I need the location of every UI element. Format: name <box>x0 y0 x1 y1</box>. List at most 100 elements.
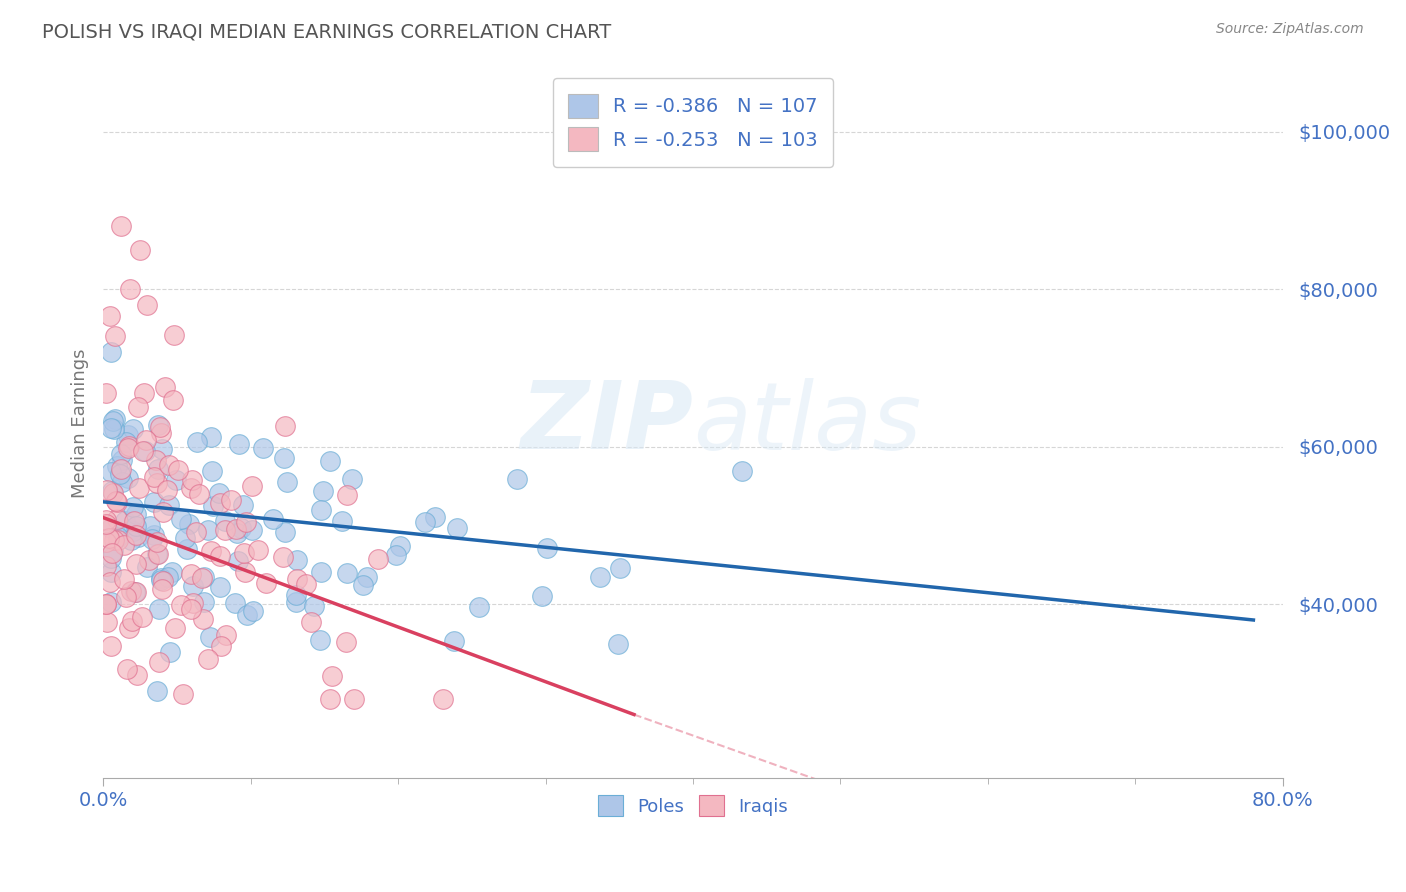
Point <box>103 422 125 436</box>
Point <box>242 604 264 618</box>
Point <box>162 393 184 408</box>
Point <box>136 560 159 574</box>
Point <box>115 590 138 604</box>
Point <box>127 530 149 544</box>
Point <box>284 595 307 609</box>
Text: Source: ZipAtlas.com: Source: ZipAtlas.com <box>1216 22 1364 37</box>
Point <box>167 463 190 477</box>
Point <box>103 533 125 548</box>
Point <box>214 514 236 528</box>
Point <box>101 544 124 558</box>
Point <box>319 453 342 467</box>
Point <box>131 609 153 624</box>
Point <box>107 530 129 544</box>
Point <box>94 597 117 611</box>
Point <box>330 514 353 528</box>
Point <box>191 571 214 585</box>
Point <box>124 528 146 542</box>
Point <box>219 493 242 508</box>
Point <box>385 548 408 562</box>
Point <box>100 575 122 590</box>
Point <box>343 691 366 706</box>
Point <box>157 570 180 584</box>
Point <box>114 435 136 450</box>
Point <box>94 516 117 531</box>
Point <box>163 622 186 636</box>
Point <box>224 596 246 610</box>
Point <box>107 533 129 547</box>
Point <box>356 570 378 584</box>
Point <box>180 566 202 581</box>
Point <box>111 452 134 467</box>
Point <box>312 483 335 498</box>
Point <box>149 420 172 434</box>
Text: ZIP: ZIP <box>520 377 693 469</box>
Point <box>214 627 236 641</box>
Point <box>125 557 148 571</box>
Point <box>443 634 465 648</box>
Point <box>162 328 184 343</box>
Point <box>273 549 295 564</box>
Point <box>225 522 247 536</box>
Point <box>285 552 308 566</box>
Point <box>117 662 139 676</box>
Point <box>129 243 152 257</box>
Point <box>309 503 332 517</box>
Point <box>506 472 529 486</box>
Point <box>94 535 117 549</box>
Point <box>96 483 118 498</box>
Point <box>100 551 122 566</box>
Point <box>127 668 149 682</box>
Point <box>100 566 122 580</box>
Point <box>145 453 167 467</box>
Point <box>468 600 491 615</box>
Point <box>127 401 149 415</box>
Point <box>98 309 121 323</box>
Point <box>117 442 139 456</box>
Point <box>181 579 204 593</box>
Point <box>134 386 156 401</box>
Point <box>233 565 256 579</box>
Point <box>176 541 198 556</box>
Point <box>148 602 170 616</box>
Point <box>184 524 207 539</box>
Point <box>174 532 197 546</box>
Point <box>181 596 204 610</box>
Point <box>311 565 333 579</box>
Point <box>236 608 259 623</box>
Point <box>110 219 132 233</box>
Point <box>94 385 117 400</box>
Point <box>145 683 167 698</box>
Point <box>155 380 177 394</box>
Point <box>112 572 135 586</box>
Point <box>446 521 468 535</box>
Point <box>197 651 219 665</box>
Point <box>136 298 159 312</box>
Point <box>145 535 167 549</box>
Point <box>226 554 249 568</box>
Point <box>146 462 169 476</box>
Point <box>117 428 139 442</box>
Point <box>117 471 139 485</box>
Point <box>125 519 148 533</box>
Point <box>214 524 236 538</box>
Point <box>252 442 274 456</box>
Point <box>181 473 204 487</box>
Point <box>143 495 166 509</box>
Point <box>105 495 128 509</box>
Point <box>228 437 250 451</box>
Point <box>201 499 224 513</box>
Point <box>118 439 141 453</box>
Point <box>425 510 447 524</box>
Point <box>162 565 184 579</box>
Point <box>125 584 148 599</box>
Point <box>120 533 142 547</box>
Point <box>100 421 122 435</box>
Point <box>94 558 117 573</box>
Point <box>172 687 194 701</box>
Point <box>274 418 297 433</box>
Point <box>101 414 124 428</box>
Point <box>235 515 257 529</box>
Point <box>108 467 131 482</box>
Legend: Poles, Iraqis: Poles, Iraqis <box>589 787 797 825</box>
